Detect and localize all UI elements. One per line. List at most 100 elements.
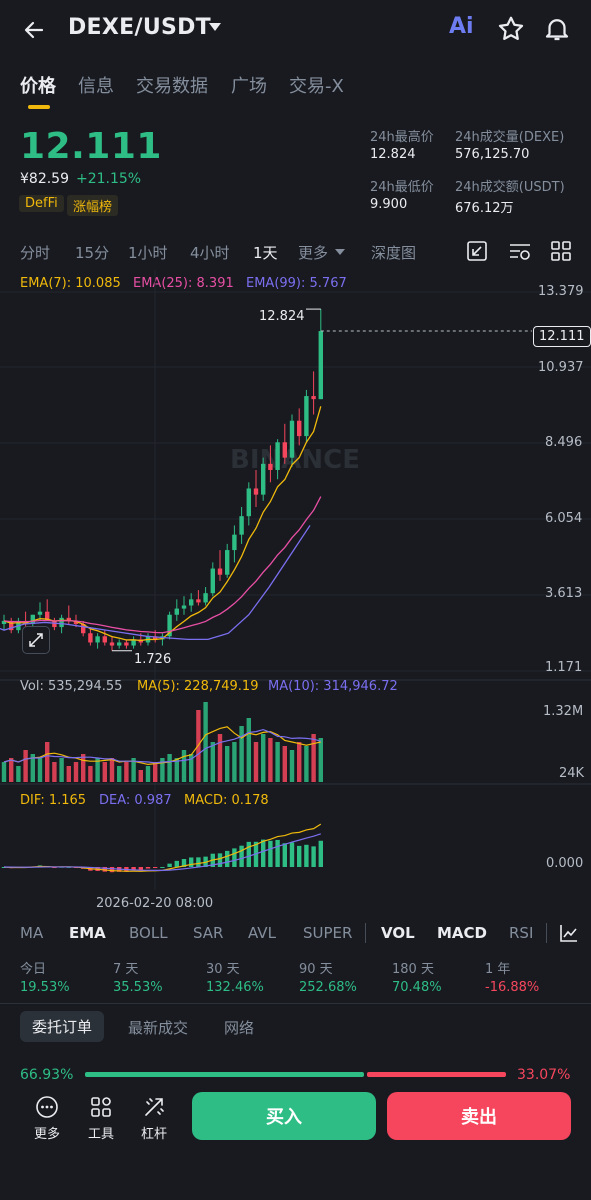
- volume-bar: [1, 762, 7, 782]
- tab-trading-data[interactable]: 交易数据: [136, 76, 208, 97]
- candle-body: [167, 614, 172, 637]
- macd-dif-legend: DIF: 1.165: [20, 793, 87, 808]
- tab-order-book[interactable]: 委托订单: [20, 1011, 105, 1042]
- candle-body: [289, 420, 295, 458]
- candle-body: [225, 550, 230, 575]
- depth-chart-tab[interactable]: 深度图: [371, 244, 417, 262]
- candle-body: [102, 636, 107, 643]
- sell-button[interactable]: 卖出: [387, 1092, 571, 1140]
- indicator-ma[interactable]: MA: [20, 924, 44, 942]
- tag-defi[interactable]: DefFi: [19, 195, 64, 212]
- timeframe-4h[interactable]: 4小时: [190, 244, 230, 262]
- change-percent: +21.15%: [76, 171, 142, 187]
- volume-bar: [217, 734, 223, 782]
- volume-bar: [37, 758, 43, 782]
- tab-square[interactable]: 广场: [231, 76, 267, 97]
- candle-body: [318, 331, 323, 400]
- indicator-avl[interactable]: AVL: [248, 924, 276, 942]
- tag-gainers[interactable]: 涨幅榜: [67, 195, 119, 216]
- tab-info[interactable]: 信息: [78, 76, 114, 97]
- divider: [546, 923, 547, 943]
- cny-price: ¥82.59: [20, 171, 69, 187]
- volume-bar: [124, 762, 129, 782]
- grid-layout-icon[interactable]: [550, 240, 572, 262]
- candle-body: [196, 599, 201, 603]
- volume-value: 576,125.70: [455, 147, 530, 162]
- volume-bar: [239, 726, 244, 782]
- candle-body: [45, 611, 50, 621]
- indicator-chart-icon[interactable]: [558, 922, 580, 944]
- volume-bar: [16, 766, 21, 782]
- timeframe-1d[interactable]: 1天: [253, 244, 278, 262]
- perf-label-30d: 30 天: [206, 962, 240, 977]
- low-marker: 1.726: [134, 652, 172, 667]
- tab-recent-trades[interactable]: 最新成交: [128, 1019, 189, 1037]
- candle-body: [297, 420, 302, 437]
- ema25-legend: EMA(25): 8.391: [133, 276, 234, 291]
- tab-network[interactable]: 网络: [224, 1019, 255, 1037]
- tab-trade-x[interactable]: 交易-X: [289, 76, 344, 97]
- timeframe-more[interactable]: 更多: [298, 244, 329, 262]
- indicator-rsi[interactable]: RSI: [509, 924, 534, 942]
- indicator-settings-icon[interactable]: [508, 240, 532, 262]
- indicator-vol[interactable]: VOL: [381, 924, 415, 942]
- candle-body: [66, 617, 71, 621]
- volume-bar: [102, 762, 107, 782]
- candle-body: [117, 642, 122, 646]
- candle-body: [253, 488, 259, 495]
- timeframe-15m[interactable]: 15分: [75, 244, 110, 262]
- indicator-ema[interactable]: EMA: [69, 924, 106, 942]
- volume-bar: [138, 770, 143, 782]
- candle-body: [268, 463, 273, 470]
- more-label: 更多: [34, 1127, 61, 1142]
- price-chart[interactable]: BINANCE: [0, 270, 591, 890]
- volume-axis-tick: 1.32M: [543, 704, 584, 719]
- volume-bar: [73, 762, 79, 782]
- candle-body: [9, 620, 14, 631]
- perf-label-today: 今日: [20, 962, 47, 977]
- amount-value: 676.12万: [455, 201, 514, 216]
- star-icon[interactable]: [496, 14, 526, 44]
- pair-title[interactable]: DEXE/USDT: [68, 15, 211, 40]
- ai-assistant-button[interactable]: Ai: [449, 14, 474, 39]
- divider: [0, 1003, 591, 1004]
- back-button[interactable]: [16, 14, 52, 46]
- volume-bar: [225, 746, 230, 782]
- volume-bar: [59, 758, 64, 782]
- price-axis-tick: 6.054: [545, 511, 583, 526]
- buy-button[interactable]: 买入: [192, 1092, 376, 1140]
- macd-histogram-bar: [153, 867, 158, 868]
- price-axis-tick: 8.496: [545, 435, 583, 450]
- macd-histogram-bar: [225, 850, 230, 867]
- volume-bar: [203, 702, 208, 782]
- low-label: 24h最低价: [370, 180, 434, 195]
- timeframe-1h[interactable]: 1小时: [128, 244, 168, 262]
- caret-down-icon[interactable]: [208, 22, 222, 32]
- perf-label-90d: 90 天: [299, 962, 333, 977]
- volume-ma10-legend: MA(10): 314,946.72: [268, 679, 398, 694]
- more-dots-icon: [36, 1096, 58, 1118]
- candle-body: [81, 623, 86, 634]
- chart-settings-icon[interactable]: [466, 240, 488, 262]
- candle-body: [109, 642, 115, 646]
- fullscreen-button[interactable]: [22, 626, 50, 654]
- macd-histogram-bar: [275, 839, 280, 867]
- volume-bar: [153, 762, 158, 782]
- indicator-super[interactable]: SUPER: [303, 924, 353, 942]
- timeframe-line[interactable]: 分时: [20, 244, 51, 262]
- volume-bar: [160, 758, 165, 782]
- volume-bar: [81, 754, 86, 782]
- macd-histogram-bar: [246, 841, 251, 867]
- last-price: 12.111: [20, 126, 162, 167]
- volume-bar: [95, 758, 100, 782]
- tab-price[interactable]: 价格: [20, 76, 56, 97]
- indicator-boll[interactable]: BOLL: [129, 924, 168, 942]
- bell-icon[interactable]: [542, 14, 572, 44]
- indicator-macd[interactable]: MACD: [437, 924, 487, 942]
- leverage-button[interactable]: 杠杆: [133, 1092, 175, 1144]
- more-button[interactable]: 更多: [26, 1092, 68, 1144]
- indicator-sar[interactable]: SAR: [193, 924, 224, 942]
- volume-ma10-line: [3, 728, 321, 764]
- arrow-left-icon: [24, 21, 44, 39]
- tools-button[interactable]: 工具: [80, 1092, 122, 1144]
